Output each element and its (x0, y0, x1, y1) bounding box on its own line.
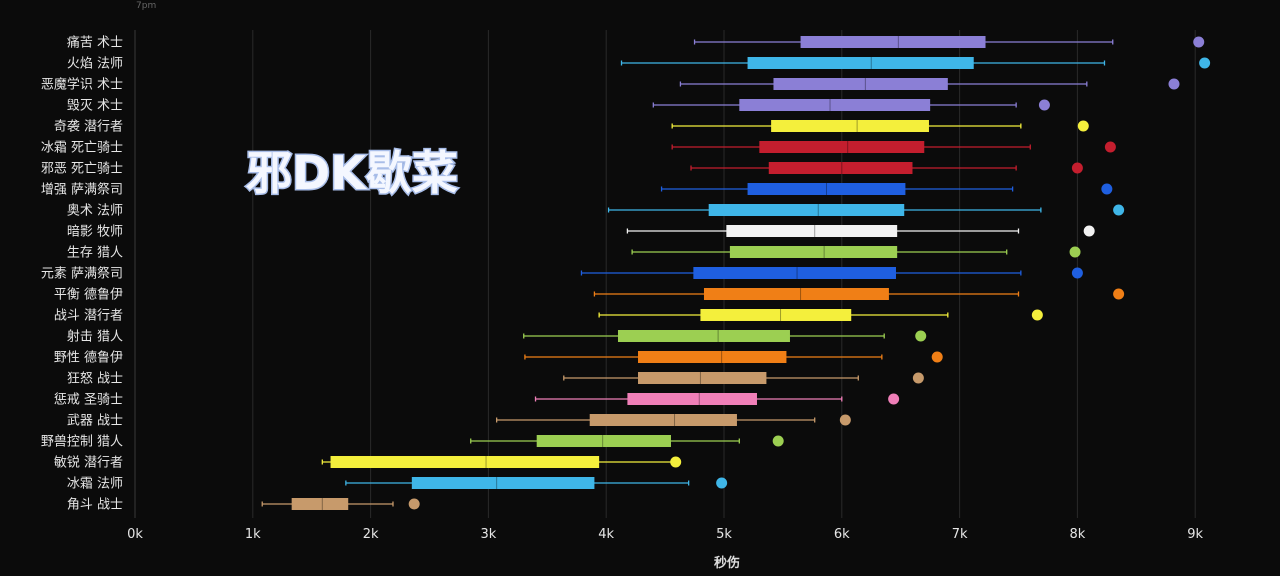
outlier-point (716, 477, 728, 489)
box (638, 351, 787, 363)
x-tick-label: 4k (598, 527, 614, 542)
category-label: 恶魔学识 术士 (41, 77, 123, 93)
x-tick-label: 0k (127, 527, 143, 542)
outliers (408, 36, 1211, 510)
outlier-point (1199, 57, 1211, 69)
outlier-point (772, 435, 784, 447)
outlier-point (670, 456, 682, 468)
box (703, 288, 889, 300)
outlier-point (1168, 78, 1180, 90)
category-label: 狂怒 战士 (67, 372, 123, 387)
outlier-point (1083, 225, 1095, 237)
outlier-point (839, 414, 851, 426)
outlier-point (912, 372, 924, 384)
x-tick-label: 7k (952, 527, 968, 542)
outlier-point (931, 351, 943, 363)
category-label: 元素 萨满祭司 (41, 267, 123, 282)
x-tick-label: 3k (480, 527, 496, 542)
x-axis-title: 秒伤 (714, 555, 740, 571)
category-label: 野性 德鲁伊 (54, 351, 123, 366)
x-tick-label: 8k (1069, 527, 1085, 542)
box (800, 36, 986, 48)
outlier-point (1077, 120, 1089, 132)
category-label: 奇袭 潜行者 (54, 119, 123, 135)
box (747, 183, 906, 195)
category-label: 敏锐 潜行者 (54, 456, 123, 471)
box (291, 498, 349, 510)
category-label: 奥术 法师 (67, 204, 123, 219)
category-label: 角斗 战士 (67, 498, 123, 513)
outlier-point (1031, 309, 1043, 321)
outlier-point (888, 393, 900, 405)
outlier-point (1193, 36, 1205, 48)
x-tick-label: 1k (245, 527, 261, 542)
box (627, 393, 757, 405)
category-label: 毁灭 术士 (67, 99, 123, 114)
category-label: 冰霜 法师 (67, 477, 123, 492)
top-fragment-text: 7pm (136, 1, 156, 11)
outlier-point (1104, 141, 1116, 153)
boxes (291, 36, 986, 510)
outlier-point (408, 498, 420, 510)
category-label: 平衡 德鲁伊 (54, 288, 123, 303)
category-label: 野兽控制 猎人 (41, 435, 123, 450)
outlier-point (915, 330, 927, 342)
box (768, 162, 913, 174)
box (330, 456, 600, 468)
x-tick-label: 2k (363, 527, 379, 542)
category-label: 痛苦 术士 (67, 35, 123, 51)
box (739, 99, 931, 111)
box (759, 141, 925, 153)
box (700, 309, 852, 321)
category-label: 邪恶 死亡骑士 (41, 162, 123, 177)
category-label: 冰霜 死亡骑士 (41, 141, 123, 156)
category-label: 增强 萨满祭司 (41, 183, 123, 198)
x-tick-label: 5k (716, 527, 732, 542)
overlay-caption: 邪DK歇菜 (246, 146, 458, 200)
category-label: 生存 猎人 (67, 246, 123, 261)
outlier-point (1038, 99, 1050, 111)
category-label: 战斗 潜行者 (54, 309, 123, 324)
box (693, 267, 896, 279)
outlier-point (1113, 288, 1125, 300)
box (773, 78, 948, 90)
whiskers (261, 39, 1114, 507)
category-label: 暗影 牧师 (67, 225, 123, 240)
box (411, 477, 595, 489)
x-tick-label: 9k (1187, 527, 1203, 542)
category-label: 射击 猎人 (67, 329, 123, 345)
box (747, 57, 974, 69)
category-label: 惩戒 圣骑士 (54, 393, 123, 408)
x-tick-label: 6k (834, 527, 850, 542)
category-label: 火焰 法师 (67, 57, 123, 72)
box (729, 246, 898, 258)
box (617, 330, 790, 342)
outlier-point (1071, 267, 1083, 279)
box (708, 204, 905, 216)
outlier-point (1101, 183, 1113, 195)
outlier-point (1071, 162, 1083, 174)
box (589, 414, 737, 426)
outlier-point (1113, 204, 1125, 216)
box (536, 435, 671, 447)
x-tick-labels: 0k 1k 2k 3k 4k 5k 6k 7k 8k 9k (127, 527, 1203, 542)
box (771, 120, 929, 132)
outlier-point (1069, 246, 1081, 258)
category-label: 武器 战士 (67, 414, 123, 429)
box (638, 372, 767, 384)
box (726, 225, 898, 237)
